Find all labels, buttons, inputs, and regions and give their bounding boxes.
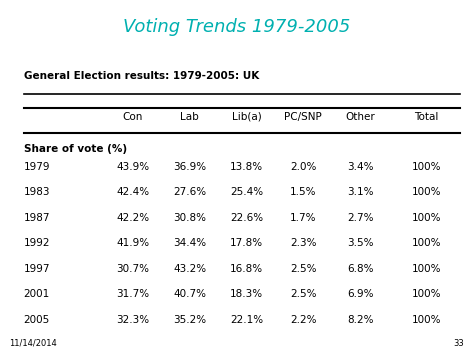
Text: 100%: 100% xyxy=(412,213,441,223)
Text: 43.2%: 43.2% xyxy=(173,264,206,274)
Text: 2.2%: 2.2% xyxy=(290,315,317,325)
Text: Total: Total xyxy=(414,112,439,122)
Text: 2.5%: 2.5% xyxy=(290,289,317,299)
Text: 30.7%: 30.7% xyxy=(116,264,149,274)
Text: 2.7%: 2.7% xyxy=(347,213,374,223)
Text: 41.9%: 41.9% xyxy=(116,238,149,248)
Text: 33: 33 xyxy=(454,339,465,348)
Text: 1983: 1983 xyxy=(24,187,50,197)
Text: 2.5%: 2.5% xyxy=(290,264,317,274)
Text: 2.0%: 2.0% xyxy=(290,162,317,171)
Text: 1997: 1997 xyxy=(24,264,50,274)
Text: 2.3%: 2.3% xyxy=(290,238,317,248)
Text: 100%: 100% xyxy=(412,315,441,325)
Text: Voting Trends 1979-2005: Voting Trends 1979-2005 xyxy=(123,18,351,36)
Text: 43.9%: 43.9% xyxy=(116,162,149,171)
Text: Lib(a): Lib(a) xyxy=(232,112,261,122)
Text: 34.4%: 34.4% xyxy=(173,238,206,248)
Text: Lab: Lab xyxy=(180,112,199,122)
Text: 8.2%: 8.2% xyxy=(347,315,374,325)
Text: 100%: 100% xyxy=(412,264,441,274)
Text: 100%: 100% xyxy=(412,187,441,197)
Text: 18.3%: 18.3% xyxy=(230,289,263,299)
Text: 17.8%: 17.8% xyxy=(230,238,263,248)
Text: 100%: 100% xyxy=(412,238,441,248)
Text: 1979: 1979 xyxy=(24,162,50,171)
Text: 3.5%: 3.5% xyxy=(347,238,374,248)
Text: 32.3%: 32.3% xyxy=(116,315,149,325)
Text: 3.1%: 3.1% xyxy=(347,187,374,197)
Text: 2001: 2001 xyxy=(24,289,50,299)
Text: 22.1%: 22.1% xyxy=(230,315,263,325)
Text: 40.7%: 40.7% xyxy=(173,289,206,299)
Text: 3.4%: 3.4% xyxy=(347,162,374,171)
Text: 16.8%: 16.8% xyxy=(230,264,263,274)
Text: PC/SNP: PC/SNP xyxy=(284,112,322,122)
Text: General Election results: 1979-2005: UK: General Election results: 1979-2005: UK xyxy=(24,71,259,81)
Text: 1992: 1992 xyxy=(24,238,50,248)
Text: 25.4%: 25.4% xyxy=(230,187,263,197)
Text: 2005: 2005 xyxy=(24,315,50,325)
Text: 1.5%: 1.5% xyxy=(290,187,317,197)
Text: 36.9%: 36.9% xyxy=(173,162,206,171)
Text: 100%: 100% xyxy=(412,162,441,171)
Text: 30.8%: 30.8% xyxy=(173,213,206,223)
Text: 35.2%: 35.2% xyxy=(173,315,206,325)
Text: 27.6%: 27.6% xyxy=(173,187,206,197)
Text: 31.7%: 31.7% xyxy=(116,289,149,299)
Text: 1.7%: 1.7% xyxy=(290,213,317,223)
Text: 1987: 1987 xyxy=(24,213,50,223)
Text: Share of vote (%): Share of vote (%) xyxy=(24,144,127,154)
Text: 11/14/2014: 11/14/2014 xyxy=(9,339,57,348)
Text: Con: Con xyxy=(123,112,143,122)
Text: Other: Other xyxy=(346,112,375,122)
Text: 42.4%: 42.4% xyxy=(116,187,149,197)
Text: 6.9%: 6.9% xyxy=(347,289,374,299)
Text: 6.8%: 6.8% xyxy=(347,264,374,274)
Text: 13.8%: 13.8% xyxy=(230,162,263,171)
Text: 100%: 100% xyxy=(412,289,441,299)
Text: 42.2%: 42.2% xyxy=(116,213,149,223)
Text: 22.6%: 22.6% xyxy=(230,213,263,223)
